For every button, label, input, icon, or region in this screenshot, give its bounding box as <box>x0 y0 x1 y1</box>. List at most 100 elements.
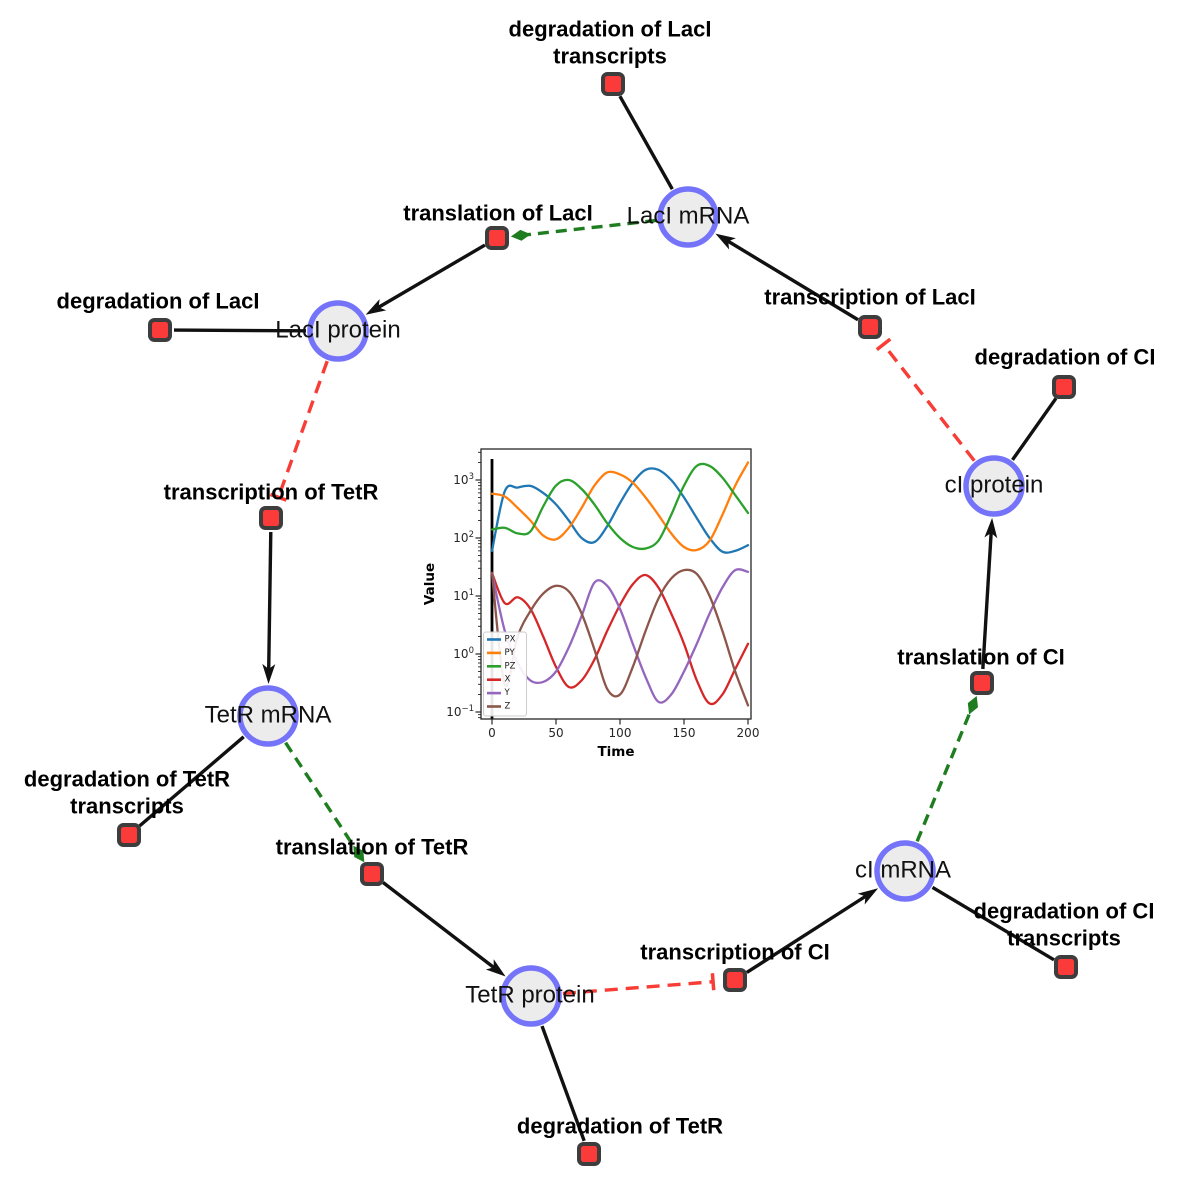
reaction-node-translation-tetr <box>360 862 384 886</box>
chart-series-PX <box>490 467 750 554</box>
species-node-laci-protein <box>307 300 369 362</box>
chart-x-tick-label-100: 100 <box>609 726 632 740</box>
species-label-ci-mrna: cI mRNA <box>855 857 951 884</box>
species-label-tetr-mrna: TetR mRNA <box>205 702 332 729</box>
chart-legend-label-PX: PX <box>505 635 516 645</box>
reaction-node-deg-laci-transcripts <box>601 72 625 96</box>
reaction-label-deg-ci: degradation of CI <box>975 345 1156 370</box>
arrowhead-laci-protein <box>365 299 387 315</box>
edge-laci-mrna-deg-laci-transcripts <box>618 95 674 190</box>
chart-y-tick-label-1e1: 101 <box>453 588 474 603</box>
reaction-node-transcription-ci <box>723 968 747 992</box>
reaction-label-deg-tetr-transcripts-line1: degradation of TetR <box>24 767 230 792</box>
chart-legend-label-X: X <box>505 675 511 685</box>
chart-legend-label-PY: PY <box>505 648 516 658</box>
edge-tetr-protein-deg-tetr <box>540 1025 586 1142</box>
reaction-label-deg-tetr-transcripts-line2: transcripts <box>70 794 184 819</box>
chart-x-tick-label-0: 0 <box>488 726 496 740</box>
inhibition-tbar-transcription-tetr <box>269 492 288 502</box>
chart-y-tick-label-1e3: 103 <box>453 472 474 487</box>
reaction-node-deg-ci-transcripts <box>1054 955 1078 979</box>
arrowhead-laci-mrna <box>715 233 736 250</box>
modifier-diamond-head-translation-tetr <box>353 845 365 863</box>
species-node-tetr-protein <box>500 965 562 1027</box>
reaction-node-transcription-laci <box>858 315 882 339</box>
chart-series-PZ <box>490 462 750 551</box>
edge-laci-mrna-translation-laci <box>524 218 657 237</box>
reaction-label-translation-tetr: translation of TetR <box>276 835 469 860</box>
edge-tetr-mrna-translation-tetr <box>284 741 359 852</box>
chart-series-Y <box>490 568 750 704</box>
chart-y-tick-label-1e-1: 10−1 <box>446 704 474 719</box>
reaction-node-translation-ci <box>970 671 994 695</box>
edge-transcription-ci-ci-mrna <box>745 893 869 974</box>
chart-curves <box>490 459 750 719</box>
reaction-node-deg-laci <box>148 318 172 342</box>
edge-translation-ci-ci-protein <box>981 529 994 670</box>
edge-transcription-laci-laci-mrna <box>724 238 859 322</box>
reaction-node-deg-tetr <box>577 1142 601 1166</box>
reaction-node-transcription-tetr <box>259 506 283 530</box>
chart-x-axis-label: Time <box>597 744 634 760</box>
species-label-laci-mrna: LacI mRNA <box>627 203 750 230</box>
reaction-label-deg-laci-transcripts-line2: transcripts <box>553 44 667 69</box>
species-label-ci-protein: cI protein <box>945 472 1044 499</box>
reaction-label-transcription-ci: transcription of CI <box>640 940 829 965</box>
edge-laci-protein-transcription-tetr <box>276 360 329 498</box>
arrowhead-tetr-protein <box>485 959 506 977</box>
label-layer: degradation of LacItranscriptstranslatio… <box>24 17 1156 1139</box>
arrowhead-tetr-mrna <box>262 663 276 684</box>
modifier-diamond-head-translation-laci <box>510 229 531 241</box>
simulation-inset-chart: 0 50 100 150 20010310210110010−1TimeValuePXP… <box>420 424 776 776</box>
arrowhead-ci-mrna <box>857 888 879 905</box>
chart-x-tick-label-50: 50 <box>548 726 563 740</box>
reaction-label-transcription-laci: transcription of LacI <box>764 285 975 310</box>
reaction-label-deg-tetr: degradation of TetR <box>517 1114 723 1139</box>
chart-y-axis-label: Value <box>422 563 438 605</box>
edge-laci-protein-deg-laci <box>173 328 307 333</box>
modifier-diamond-head-translation-ci <box>967 696 978 715</box>
reaction-label-transcription-tetr: transcription of TetR <box>164 480 379 505</box>
chart-x-tick-label-150: 150 <box>673 726 696 740</box>
reaction-label-translation-laci: translation of LacI <box>403 201 592 226</box>
chart-legend: PX PY PZ XYZ <box>483 631 527 717</box>
species-label-tetr-protein: TetR protein <box>465 982 594 1009</box>
reaction-label-deg-ci-transcripts-line2: transcripts <box>1007 926 1121 951</box>
reaction-label-deg-laci-transcripts-line1: degradation of LacI <box>509 17 712 42</box>
chart-series-X <box>490 571 750 706</box>
reaction-node-deg-ci <box>1052 375 1076 399</box>
chart-y-tick-label-1e0: 100 <box>453 646 474 661</box>
reaction-node-translation-laci <box>485 226 509 250</box>
edge-ci-protein-transcription-laci <box>882 343 976 462</box>
chart-legend-label-Y: Y <box>504 688 511 698</box>
edge-tetr-mrna-deg-tetr-transcripts <box>138 735 245 828</box>
reaction-label-deg-ci-transcripts-line1: degradation of CI <box>974 899 1155 924</box>
edge-translation-laci-laci-protein <box>375 243 486 311</box>
chart-series-Z <box>490 568 750 707</box>
inhibition-tbar-transcription-ci <box>710 973 716 991</box>
edge-ci-mrna-deg-ci-transcripts <box>931 885 1055 962</box>
edge-ci-protein-deg-ci <box>1011 397 1058 461</box>
species-node-ci-mrna <box>874 840 936 902</box>
arrowhead-ci-protein <box>984 517 998 539</box>
edge-transcription-tetr-tetr-mrna <box>266 531 273 673</box>
inhibition-tbar-transcription-laci <box>875 337 892 351</box>
chart-plot-border <box>480 448 752 720</box>
edge-tetr-protein-transcription-ci <box>562 980 714 996</box>
species-node-tetr-mrna <box>237 685 299 747</box>
reaction-label-translation-ci: translation of CI <box>897 645 1064 670</box>
node-layer <box>117 72 1078 1166</box>
chart-x-tick-label-200: 200 <box>737 726 760 740</box>
reaction-node-deg-tetr-transcripts <box>117 823 141 847</box>
edge-translation-tetr-tetr-protein <box>382 881 498 971</box>
species-node-laci-mrna <box>657 186 719 248</box>
chart-y-tick-label-1e2: 102 <box>453 530 474 545</box>
chart-legend-label-Z: Z <box>505 702 511 712</box>
edge-ci-mrna-translation-ci <box>915 708 973 843</box>
chart-legend-label-PZ: PZ <box>505 661 516 671</box>
species-node-ci-protein <box>963 455 1025 517</box>
species-label-laci-protein: LacI protein <box>275 317 400 344</box>
reaction-label-deg-laci: degradation of LacI <box>57 289 260 314</box>
